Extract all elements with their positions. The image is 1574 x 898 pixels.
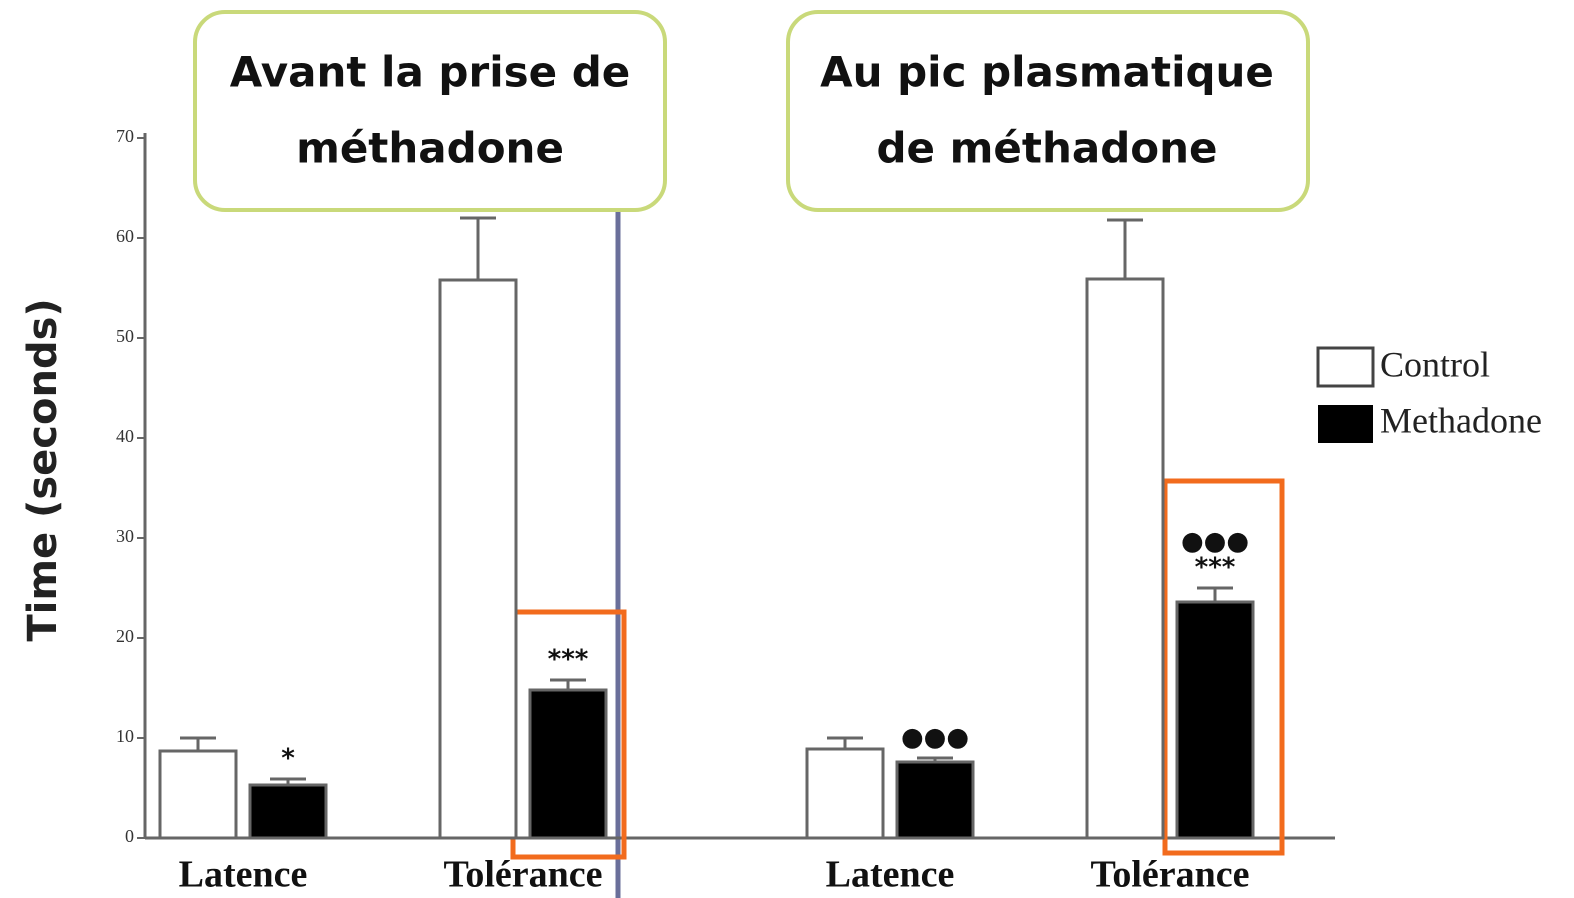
bar — [248, 783, 328, 840]
bar — [1175, 600, 1255, 840]
significance: ●●● — [901, 723, 969, 753]
y-tick-label: 60 — [116, 226, 134, 246]
y-tick-label: 0 — [125, 826, 134, 846]
y-axis-label: Time (seconds) — [20, 298, 66, 641]
panel-title: méthadone — [296, 124, 564, 173]
bar — [528, 688, 608, 840]
bar — [1085, 277, 1165, 840]
panel-title: de méthadone — [876, 124, 1217, 173]
x-tick-label: Tolérance — [443, 854, 602, 896]
bar — [805, 747, 885, 840]
panel-box — [786, 10, 1310, 212]
panel-box — [193, 10, 667, 212]
y-tick-label: 30 — [116, 526, 134, 546]
highlight — [1162, 478, 1285, 856]
significance: *** — [548, 645, 589, 675]
panel-title: Au pic plasmatique — [820, 48, 1274, 97]
significance: *** — [1195, 553, 1236, 583]
x-tick-label: Latence — [179, 854, 308, 896]
x-tick-label: Latence — [826, 854, 955, 896]
y-tick-label: 10 — [116, 726, 134, 746]
bar — [158, 749, 238, 840]
x-tick-label: Tolérance — [1090, 854, 1249, 896]
bar — [895, 760, 975, 840]
legend-label: Control — [1380, 344, 1490, 384]
significance: * — [281, 744, 295, 774]
y-tick-label: 40 — [116, 426, 134, 446]
panel-title: Avant la prise de — [230, 48, 631, 97]
significance: ●●● — [1181, 527, 1249, 557]
y-tick-label: 20 — [116, 626, 134, 646]
legend-swatch — [1316, 346, 1375, 388]
y-tick-label: 50 — [116, 326, 134, 346]
bar — [438, 278, 518, 840]
legend-swatch — [1318, 405, 1373, 443]
y-tick-label: 70 — [116, 126, 134, 146]
legend-label: Methadone — [1380, 400, 1542, 440]
